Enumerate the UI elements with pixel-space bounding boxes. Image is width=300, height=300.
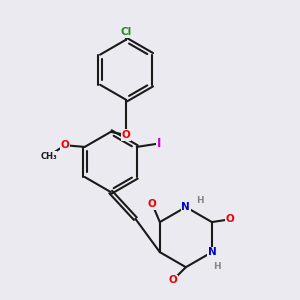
Text: O: O [225,214,234,224]
Text: N: N [182,202,190,212]
Text: N: N [208,247,216,257]
Text: O: O [61,140,69,150]
Text: CH₃: CH₃ [40,152,57,160]
Text: O: O [169,275,177,285]
Text: O: O [148,199,157,209]
Text: H: H [196,196,204,206]
Text: O: O [122,130,130,140]
Text: Cl: Cl [121,27,132,37]
Text: I: I [157,137,161,150]
Text: H: H [213,262,221,271]
